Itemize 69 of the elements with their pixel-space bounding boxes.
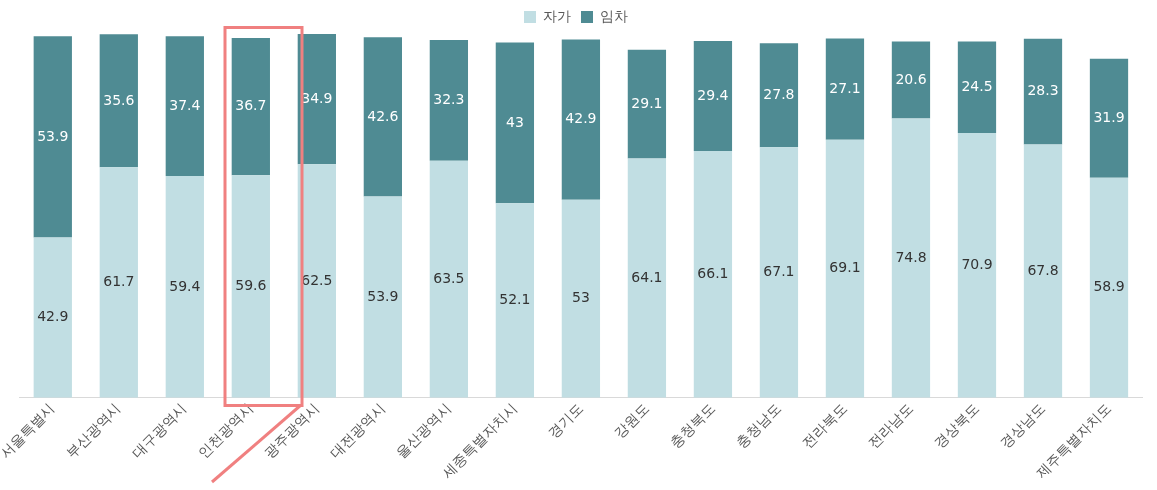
data-label: 35.6: [103, 91, 135, 108]
bar: [495, 42, 535, 204]
bar: [33, 237, 72, 398]
bar: [99, 34, 138, 168]
bar: [825, 139, 865, 398]
data-label: 69.1: [829, 259, 861, 276]
data-label: 37.4: [169, 96, 201, 113]
bar: [1023, 38, 1063, 145]
bar: [891, 118, 931, 398]
data-label: 28.3: [1027, 82, 1059, 99]
data-label: 74.8: [895, 248, 927, 265]
bar: [561, 39, 601, 200]
data-label: 67.8: [1027, 261, 1059, 278]
data-label: 52.1: [499, 291, 531, 308]
bar: [99, 167, 138, 398]
bar: [693, 41, 733, 151]
bar: [1089, 58, 1129, 178]
data-label: 53.9: [367, 287, 399, 304]
bar: [165, 36, 204, 176]
data-label: 64.1: [631, 268, 663, 285]
legend-label: 임차: [600, 7, 628, 24]
bar: [891, 41, 931, 119]
bar: [957, 132, 997, 398]
data-label: 20.6: [895, 70, 927, 87]
bar: [495, 203, 535, 398]
data-label: 59.6: [235, 277, 267, 294]
data-label: 27.1: [829, 79, 861, 96]
data-label: 43: [505, 113, 524, 130]
bar: [759, 147, 799, 398]
bar: [627, 49, 667, 159]
bar: [33, 36, 72, 238]
data-label: 31.9: [1093, 108, 1125, 125]
bar: [1023, 144, 1063, 398]
data-label: 36.7: [235, 97, 267, 114]
bar: [1089, 177, 1129, 398]
bar: [693, 150, 733, 398]
data-label: 70.9: [961, 256, 993, 273]
bar: [825, 38, 865, 140]
data-label: 58.9: [1093, 278, 1125, 295]
bar: [627, 158, 667, 398]
bar: [429, 160, 469, 398]
bar: [363, 196, 402, 398]
bar: [561, 199, 601, 398]
data-label: 63.5: [433, 269, 465, 286]
bar: [363, 37, 402, 197]
data-label: 29.4: [697, 86, 729, 103]
bar: [759, 43, 799, 148]
data-label: 42.9: [565, 110, 597, 127]
data-label: 53: [571, 289, 590, 306]
bar: [165, 175, 204, 398]
data-label: 66.1: [697, 265, 729, 282]
data-label: 32.3: [433, 90, 465, 107]
legend-label: 자가: [543, 7, 571, 24]
data-label: 67.1: [763, 263, 795, 280]
bar: [231, 175, 270, 398]
data-label: 53.9: [37, 127, 69, 144]
data-label: 29.1: [631, 94, 663, 111]
data-label: 24.5: [961, 77, 993, 94]
bar: [957, 41, 997, 133]
data-label: 61.7: [103, 273, 135, 290]
data-label: 27.8: [763, 85, 795, 102]
data-label: 34.9: [301, 89, 333, 106]
data-label: 59.4: [169, 277, 201, 294]
data-label: 42.9: [37, 308, 69, 325]
data-label: 42.6: [367, 107, 399, 124]
bar: [231, 38, 270, 176]
bar: [429, 39, 469, 161]
bar: [297, 164, 336, 398]
data-label: 62.5: [301, 271, 333, 288]
